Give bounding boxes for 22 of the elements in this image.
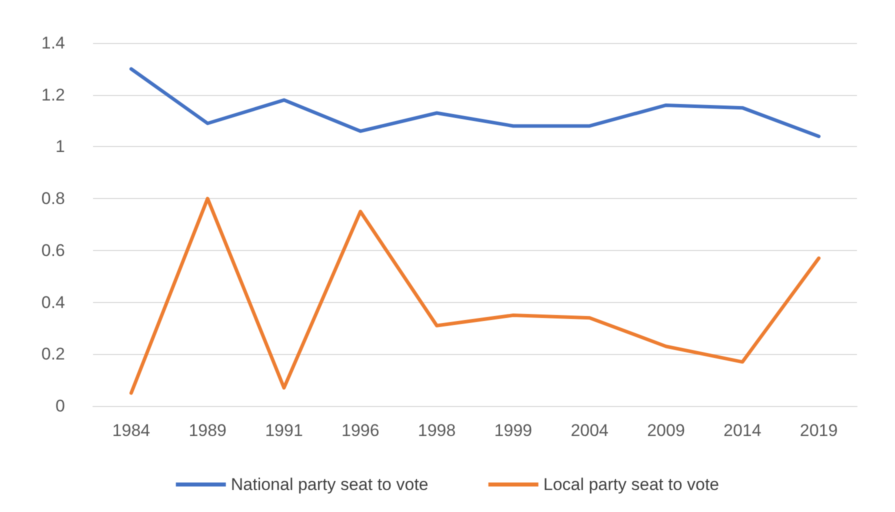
y-tick-label: 0.2 [41, 344, 65, 364]
x-tick-label: 1996 [341, 421, 380, 440]
y-tick-label: 1.2 [41, 85, 65, 104]
x-tick-label: 2004 [570, 421, 609, 440]
x-tick-label: 2019 [800, 421, 838, 440]
line-series [129, 196, 821, 395]
x-tick-label: 1984 [112, 421, 150, 440]
line-series [129, 67, 821, 138]
x-tick-label: 1989 [188, 421, 227, 440]
x-tick-label: 2009 [647, 421, 685, 440]
x-tick-label: 1999 [494, 421, 532, 440]
y-tick-label: 1.4 [41, 34, 65, 52]
y-tick-label: 0.8 [41, 189, 65, 208]
legend-label: National party seat to vote [230, 475, 428, 494]
legend-label: Local party seat to vote [543, 475, 720, 494]
y-tick-label: 0.4 [41, 292, 65, 312]
x-tick-label: 1991 [265, 421, 303, 440]
x-tick-label: 1998 [418, 421, 456, 440]
y-tick-label: 0 [56, 396, 65, 416]
y-tick-label: 1 [56, 137, 65, 156]
y-tick-label: 0.6 [41, 240, 65, 260]
x-tick-label: 2014 [723, 421, 762, 440]
